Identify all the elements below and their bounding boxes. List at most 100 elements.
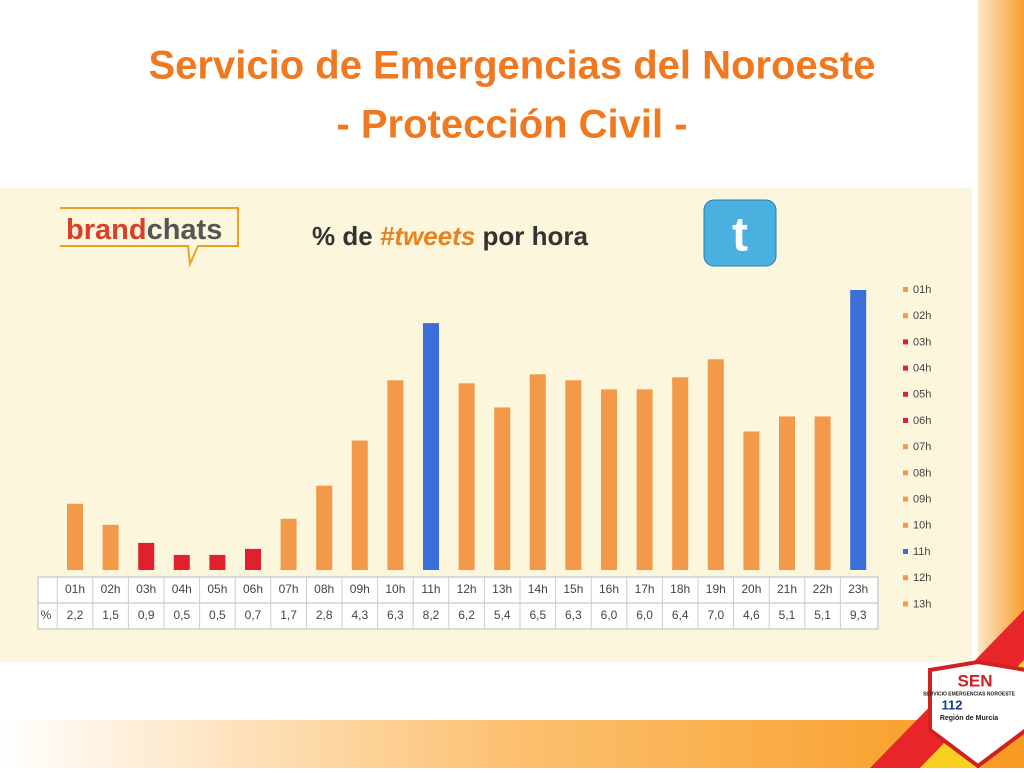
category-label: 02h <box>101 582 121 596</box>
category-label: 03h <box>136 582 156 596</box>
bar <box>494 407 511 570</box>
value-label: 0,7 <box>245 608 262 622</box>
bottom-strip <box>0 720 1024 768</box>
legend-swatch <box>903 496 908 502</box>
legend-label: 02h <box>913 310 931 322</box>
sen-logo: Región de Murcia <box>940 715 998 722</box>
category-label: 05h <box>207 582 227 596</box>
bar <box>601 389 617 570</box>
category-label: 20h <box>741 582 761 596</box>
bar <box>529 374 546 570</box>
value-label: 6,5 <box>529 608 546 622</box>
category-label: 09h <box>350 582 370 596</box>
bar <box>209 554 226 570</box>
legend-swatch <box>903 287 908 292</box>
twitter-icon <box>703 199 777 267</box>
legend-swatch <box>903 575 908 581</box>
value-label: 0,9 <box>138 608 155 622</box>
bar <box>245 548 261 570</box>
bar <box>67 503 83 570</box>
legend-label: 07h <box>913 441 931 453</box>
legend-swatch <box>903 365 908 371</box>
value-label: 4,6 <box>743 608 760 622</box>
bar <box>102 524 119 570</box>
category-label: 19h <box>706 582 726 596</box>
category-label: 22h <box>813 582 833 596</box>
legend-swatch <box>903 549 908 554</box>
bar <box>565 380 582 570</box>
sen-logo: SEN <box>958 671 993 690</box>
category-label: 14h <box>528 582 548 596</box>
sen-logo: 112 <box>942 697 963 712</box>
legend-label: 03h <box>913 336 931 348</box>
category-label: 16h <box>599 582 619 596</box>
legend-label: 13h <box>913 598 931 610</box>
value-label: 6,2 <box>458 608 475 622</box>
category-label: 11h <box>421 582 440 596</box>
category-label: 10h <box>385 582 405 596</box>
category-label: 21h <box>777 582 797 596</box>
legend-label: 12h <box>913 572 931 584</box>
value-label: 2,2 <box>67 608 84 622</box>
legend-swatch <box>903 418 908 423</box>
sen-logo: SERVICIO EMERGENCIAS NOROESTE <box>923 691 1016 697</box>
legend-label: 05h <box>913 389 931 401</box>
category-label: 06h <box>243 582 263 596</box>
bar <box>316 485 333 570</box>
twitter-icon: t <box>732 209 748 262</box>
value-label: 5,1 <box>814 608 831 622</box>
legend-label: 11h <box>913 546 931 558</box>
category-label: 18h <box>670 582 690 596</box>
legend-swatch <box>903 391 908 397</box>
category-label: 04h <box>172 582 192 596</box>
legend-label: 08h <box>913 467 931 479</box>
value-label: 6,3 <box>387 608 404 622</box>
bar <box>387 380 404 570</box>
bar <box>280 518 297 570</box>
bar <box>173 554 190 570</box>
legend-label: 06h <box>913 415 931 427</box>
title: - Protección Civil - <box>336 103 687 147</box>
sen-shield <box>928 659 1024 769</box>
value-label: 0,5 <box>209 608 226 622</box>
legend-swatch <box>903 313 908 319</box>
value-label: 6,3 <box>565 608 582 622</box>
category-label: 15h <box>563 582 583 596</box>
bar <box>743 431 760 570</box>
bar <box>458 383 475 570</box>
value-label: 1,7 <box>280 608 297 622</box>
category-label: 12h <box>457 582 477 596</box>
category-label: 17h <box>635 582 655 596</box>
category-label: 08h <box>314 582 334 596</box>
category-label: 01h <box>65 582 85 596</box>
legend-label: 09h <box>913 494 931 506</box>
bar <box>779 416 795 570</box>
legend-swatch <box>903 470 908 476</box>
value-label: 2,8 <box>316 608 333 622</box>
bar <box>850 290 867 570</box>
value-label: 0,5 <box>173 608 190 622</box>
legend-swatch <box>903 601 908 607</box>
legend-swatch <box>903 444 908 450</box>
value-label: 1,5 <box>102 608 119 622</box>
category-label: 13h <box>492 582 512 596</box>
value-label: 9,3 <box>850 608 867 622</box>
value-label: 4,3 <box>351 608 368 622</box>
legend-label: 01h <box>913 284 931 296</box>
legend-label: 10h <box>913 520 931 532</box>
value-label: 6,0 <box>601 608 618 622</box>
value-label: 6,0 <box>636 608 653 622</box>
bar <box>636 389 653 570</box>
legend-swatch <box>903 339 908 345</box>
bar <box>814 416 831 570</box>
bar <box>351 440 368 570</box>
legend-swatch <box>903 522 908 528</box>
category-label: 23h <box>848 582 868 596</box>
title: Servicio de Emergencias del Noroeste <box>149 44 876 88</box>
bar <box>138 542 155 570</box>
value-label: 5,4 <box>494 608 511 622</box>
bubble <box>60 207 239 268</box>
value-label: 8,2 <box>423 608 440 622</box>
brand-logo: brandchats <box>66 214 222 246</box>
